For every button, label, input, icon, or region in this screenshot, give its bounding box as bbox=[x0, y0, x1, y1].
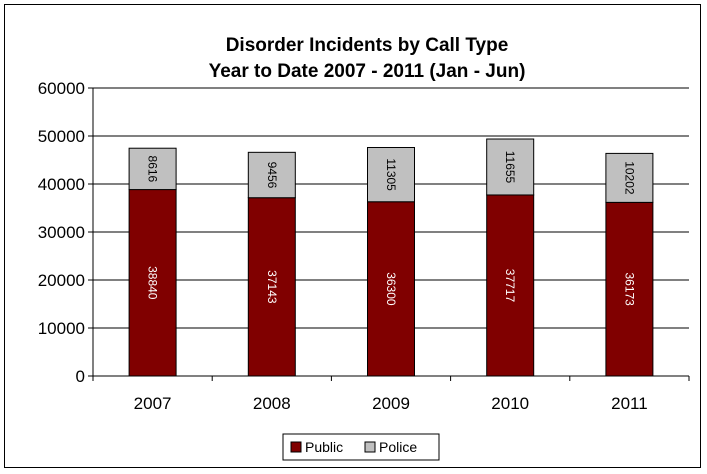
chart-title-line-2: Year to Date 2007 - 2011 (Jan - Jun) bbox=[209, 61, 526, 82]
chart-frame: Disorder Incidents by Call Type Year to … bbox=[4, 4, 701, 468]
y-tick-label: 50000 bbox=[38, 127, 85, 146]
y-tick-label: 10000 bbox=[38, 319, 85, 338]
bar-public bbox=[605, 201, 654, 377]
x-tick-label: 2009 bbox=[372, 394, 410, 413]
legend-swatch-police bbox=[364, 441, 376, 453]
y-tick-label: 20000 bbox=[38, 271, 85, 290]
legend: Public Police bbox=[282, 433, 440, 461]
bar-value-label: 38840 bbox=[146, 266, 160, 300]
legend-label-police: Police bbox=[379, 439, 417, 455]
legend-box bbox=[282, 433, 440, 461]
legend-label-public: Public bbox=[305, 439, 343, 455]
bar-public bbox=[247, 197, 296, 377]
bar-value-label: 8616 bbox=[146, 156, 160, 183]
bar-value-label: 37717 bbox=[503, 269, 517, 303]
chart-title-line-1: Disorder Incidents by Call Type bbox=[226, 35, 509, 56]
bar-value-label: 11655 bbox=[503, 151, 517, 184]
bar-public bbox=[486, 194, 535, 377]
bar-police bbox=[486, 138, 535, 196]
y-tick-label: 40000 bbox=[38, 175, 85, 194]
bar-police bbox=[247, 151, 296, 199]
x-tick-label: 2010 bbox=[491, 394, 529, 413]
bar-value-label: 10202 bbox=[622, 161, 636, 195]
bar-value-label: 36173 bbox=[622, 272, 636, 306]
x-tick-label: 2011 bbox=[611, 394, 648, 413]
x-tick-label: 2008 bbox=[253, 394, 291, 413]
chart: Disorder Incidents by Call Type Year to … bbox=[38, 35, 690, 461]
bar-value-label: 36300 bbox=[384, 272, 398, 306]
x-tick-label: 2007 bbox=[134, 394, 172, 413]
y-tick-label: 0 bbox=[76, 367, 85, 386]
bar-value-label: 37143 bbox=[265, 270, 279, 304]
y-tick-label: 30000 bbox=[38, 223, 85, 242]
bar-police bbox=[367, 146, 415, 203]
plot-area: 0 10000 20000 30000 40000 50000 60000 38840 8616… bbox=[38, 79, 690, 413]
bar-police bbox=[128, 147, 177, 191]
y-tick-label: 60000 bbox=[38, 79, 85, 98]
bar-police bbox=[605, 152, 654, 203]
bar-public bbox=[128, 189, 177, 377]
bar-public bbox=[367, 201, 415, 377]
legend-swatch-public bbox=[290, 441, 302, 453]
bar-value-label: 11305 bbox=[384, 158, 398, 191]
bar-value-label: 9456 bbox=[265, 162, 279, 189]
